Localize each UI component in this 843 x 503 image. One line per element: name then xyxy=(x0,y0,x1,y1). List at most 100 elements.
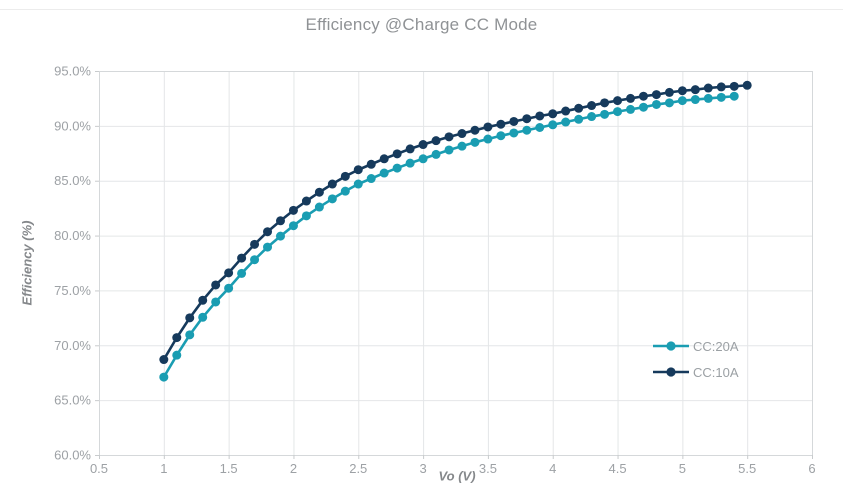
data-point-marker xyxy=(392,163,402,173)
data-point-marker xyxy=(716,82,726,92)
data-point-marker xyxy=(198,312,208,322)
x-tick-label: 0.5 xyxy=(90,461,108,476)
data-point-marker xyxy=(237,268,247,278)
data-point-marker xyxy=(211,297,221,307)
data-point-marker xyxy=(729,81,739,91)
data-point-marker xyxy=(716,92,726,102)
data-point-marker xyxy=(159,355,169,365)
data-point-marker xyxy=(703,83,713,93)
data-point-marker xyxy=(651,90,661,100)
data-point-marker xyxy=(250,239,260,249)
data-point-marker xyxy=(742,80,752,90)
y-tick-label: 85.0% xyxy=(54,173,91,188)
data-point-marker xyxy=(275,216,285,226)
y-tick-label: 75.0% xyxy=(54,283,91,298)
data-point-marker xyxy=(651,99,661,109)
data-point-marker xyxy=(729,91,739,101)
data-point-marker xyxy=(314,187,324,197)
data-point-marker xyxy=(690,95,700,105)
x-tick-label: 5 xyxy=(679,461,686,476)
data-point-marker xyxy=(159,372,169,382)
data-point-marker xyxy=(457,129,467,139)
data-point-marker xyxy=(379,168,389,178)
data-point-marker xyxy=(613,96,623,106)
data-point-marker xyxy=(470,125,480,135)
data-point-marker xyxy=(211,280,221,290)
legend: CC:20A CC:10A xyxy=(652,333,739,385)
data-point-marker xyxy=(677,96,687,106)
data-point-marker xyxy=(288,205,298,215)
data-point-marker xyxy=(535,123,545,133)
data-point-marker xyxy=(418,140,428,150)
data-point-marker xyxy=(457,141,467,151)
y-tick-label: 95.0% xyxy=(54,64,91,79)
x-tick-label: 5.5 xyxy=(738,461,756,476)
data-point-marker xyxy=(353,165,363,175)
data-point-marker xyxy=(301,211,311,221)
legend-label-cc10a: CC:10A xyxy=(693,364,739,380)
data-point-marker xyxy=(444,145,454,155)
y-tick-label: 80.0% xyxy=(54,228,91,243)
data-point-marker xyxy=(353,179,363,189)
data-point-marker xyxy=(431,149,441,159)
data-point-marker xyxy=(509,116,519,126)
x-tick-label: 4.5 xyxy=(609,461,627,476)
data-point-marker xyxy=(483,134,493,144)
series-markers xyxy=(159,80,752,365)
cc20a-series-swatch-icon xyxy=(653,341,689,351)
data-point-marker xyxy=(301,196,311,206)
plot-frame xyxy=(99,71,813,456)
data-point-marker xyxy=(574,103,584,113)
data-point-marker xyxy=(327,194,337,204)
data-point-marker xyxy=(392,149,402,159)
cc10a-series-swatch-icon xyxy=(653,367,689,377)
data-point-marker xyxy=(600,98,610,108)
x-axis-title: Vo (V) xyxy=(438,468,476,484)
data-point-marker xyxy=(224,268,234,278)
data-point-marker xyxy=(405,158,415,168)
data-point-marker xyxy=(444,132,454,142)
data-point-marker xyxy=(483,122,493,132)
data-point-marker xyxy=(522,114,532,124)
data-point-marker xyxy=(172,333,182,343)
x-tick-label: 6 xyxy=(808,461,815,476)
data-point-marker xyxy=(509,128,519,138)
data-point-marker xyxy=(366,159,376,169)
chart-title: Efficiency @Charge CC Mode xyxy=(305,15,538,34)
x-tick-label: 3.5 xyxy=(479,461,497,476)
x-tick-label: 4 xyxy=(549,461,556,476)
data-point-marker xyxy=(587,112,597,122)
data-point-marker xyxy=(405,144,415,154)
data-point-marker xyxy=(496,119,506,129)
series-cc20a xyxy=(159,91,739,382)
gridlines xyxy=(99,71,812,455)
data-point-marker xyxy=(379,154,389,164)
data-point-marker xyxy=(250,255,260,265)
data-point-marker xyxy=(340,186,350,196)
data-point-marker xyxy=(172,350,182,360)
data-point-marker xyxy=(703,93,713,103)
x-tick-label: 1.5 xyxy=(220,461,238,476)
data-point-marker xyxy=(638,91,648,101)
axis-ticks: 0.5 1 1.5 2 2.5 3 3.5 4 4.5 5 5.5 6 60.0% 65.0% 70.0% 7… xyxy=(54,64,815,477)
data-point-marker xyxy=(548,109,558,119)
data-point-marker xyxy=(327,179,337,189)
series-line xyxy=(162,83,748,361)
data-point-marker xyxy=(522,125,532,135)
legend-item-cc20a: CC:20A xyxy=(652,333,739,359)
data-point-marker xyxy=(314,202,324,212)
data-point-marker xyxy=(561,106,571,116)
data-point-marker xyxy=(600,109,610,119)
x-tick-label: 1 xyxy=(160,461,167,476)
data-point-marker xyxy=(431,136,441,146)
data-point-marker xyxy=(613,107,623,117)
legend-label-cc20a: CC:20A xyxy=(693,338,739,354)
data-point-marker xyxy=(340,171,350,181)
data-point-marker xyxy=(263,242,273,252)
data-point-marker xyxy=(470,137,480,147)
x-tick-label: 2 xyxy=(290,461,297,476)
data-point-marker xyxy=(677,86,687,96)
y-tick-label: 70.0% xyxy=(54,338,91,353)
data-point-marker xyxy=(496,131,506,141)
